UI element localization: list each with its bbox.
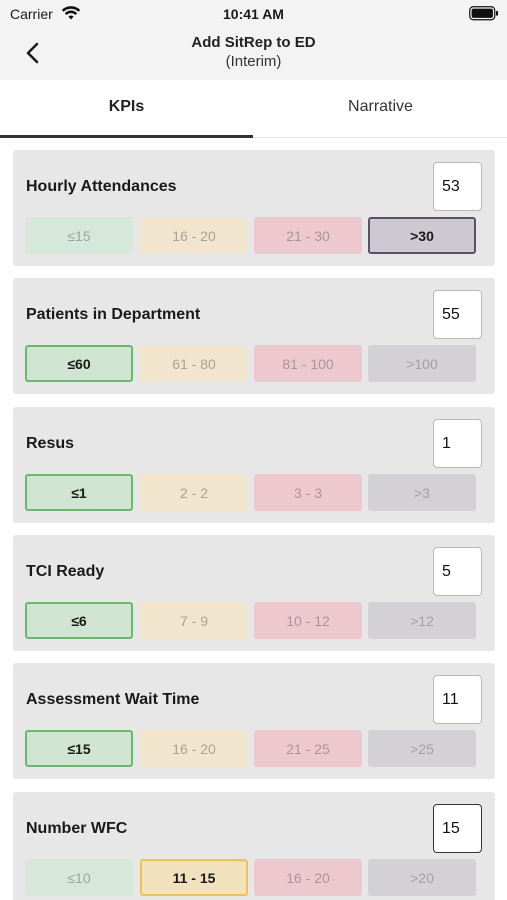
page-title: Add SitRep to ED: [191, 34, 316, 51]
range-option[interactable]: 7 - 9: [140, 602, 248, 639]
kpi-value-input[interactable]: 5: [433, 547, 482, 596]
range-option[interactable]: 21 - 25: [254, 730, 362, 767]
status-bar: Carrier 10:41 AM: [0, 0, 507, 28]
navigation-bar: Add SitRep to ED (Interim): [0, 28, 507, 80]
tab-kpis[interactable]: KPIs: [0, 80, 253, 138]
status-time: 10:41 AM: [223, 6, 284, 22]
chevron-left-icon: [26, 42, 39, 64]
range-option-selected[interactable]: ≤60: [25, 345, 133, 382]
kpi-card-hourly-attendances: Hourly Attendances 53 ≤15 16 - 20 21 - 3…: [13, 150, 495, 266]
tab-bar: KPIs Narrative: [0, 80, 507, 138]
range-option[interactable]: 21 - 30: [254, 217, 362, 254]
carrier-label: Carrier: [10, 6, 53, 22]
range-option-selected[interactable]: ≤6: [25, 602, 133, 639]
kpi-title: Hourly Attendances: [26, 178, 177, 195]
kpi-card-assessment-wait-time: Assessment Wait Time 11 ≤15 16 - 20 21 -…: [13, 663, 495, 779]
page-subtitle: (Interim): [225, 53, 282, 70]
kpi-value-input[interactable]: 1: [433, 419, 482, 468]
range-option[interactable]: >3: [368, 474, 476, 511]
kpi-title: Resus: [26, 435, 75, 452]
kpi-value-input[interactable]: 55: [433, 290, 482, 339]
kpi-value-input[interactable]: 15: [433, 804, 482, 853]
range-option[interactable]: >20: [368, 859, 476, 896]
back-button[interactable]: [18, 38, 48, 68]
kpi-card-number-wfc: Number WFC 15 ≤10 11 - 15 16 - 20 >20: [13, 792, 495, 900]
range-option-selected[interactable]: 11 - 15: [140, 859, 248, 896]
range-option-selected[interactable]: ≤15: [25, 730, 133, 767]
range-option-selected[interactable]: >30: [368, 217, 476, 254]
wifi-icon: [61, 5, 81, 26]
range-option-selected[interactable]: ≤1: [25, 474, 133, 511]
range-option[interactable]: 16 - 20: [140, 730, 248, 767]
range-option[interactable]: 61 - 80: [140, 345, 248, 382]
range-option[interactable]: 81 - 100: [254, 345, 362, 382]
range-option[interactable]: 10 - 12: [254, 602, 362, 639]
kpi-value-input[interactable]: 11: [433, 675, 482, 724]
range-option[interactable]: 3 - 3: [254, 474, 362, 511]
range-option[interactable]: >25: [368, 730, 476, 767]
kpi-value-input[interactable]: 53: [433, 162, 482, 211]
range-option[interactable]: 16 - 20: [140, 217, 248, 254]
range-option[interactable]: ≤15: [25, 217, 133, 254]
range-option[interactable]: 16 - 20: [254, 859, 362, 896]
tab-narrative[interactable]: Narrative: [348, 98, 413, 115]
kpi-card-patients-in-department: Patients in Department 55 ≤60 61 - 80 81…: [13, 278, 495, 394]
kpi-list[interactable]: Hourly Attendances 53 ≤15 16 - 20 21 - 3…: [0, 138, 507, 900]
range-option[interactable]: >12: [368, 602, 476, 639]
battery-icon: [469, 6, 499, 26]
kpi-title: Number WFC: [26, 820, 128, 837]
kpi-title: Assessment Wait Time: [26, 691, 200, 708]
kpi-title: TCI Ready: [26, 563, 105, 580]
kpi-card-resus: Resus 1 ≤1 2 - 2 3 - 3 >3: [13, 407, 495, 523]
kpi-card-tci-ready: TCI Ready 5 ≤6 7 - 9 10 - 12 >12: [13, 535, 495, 651]
range-option[interactable]: >100: [368, 345, 476, 382]
kpi-title: Patients in Department: [26, 306, 201, 323]
range-option[interactable]: 2 - 2: [140, 474, 248, 511]
range-option[interactable]: ≤10: [25, 859, 133, 896]
